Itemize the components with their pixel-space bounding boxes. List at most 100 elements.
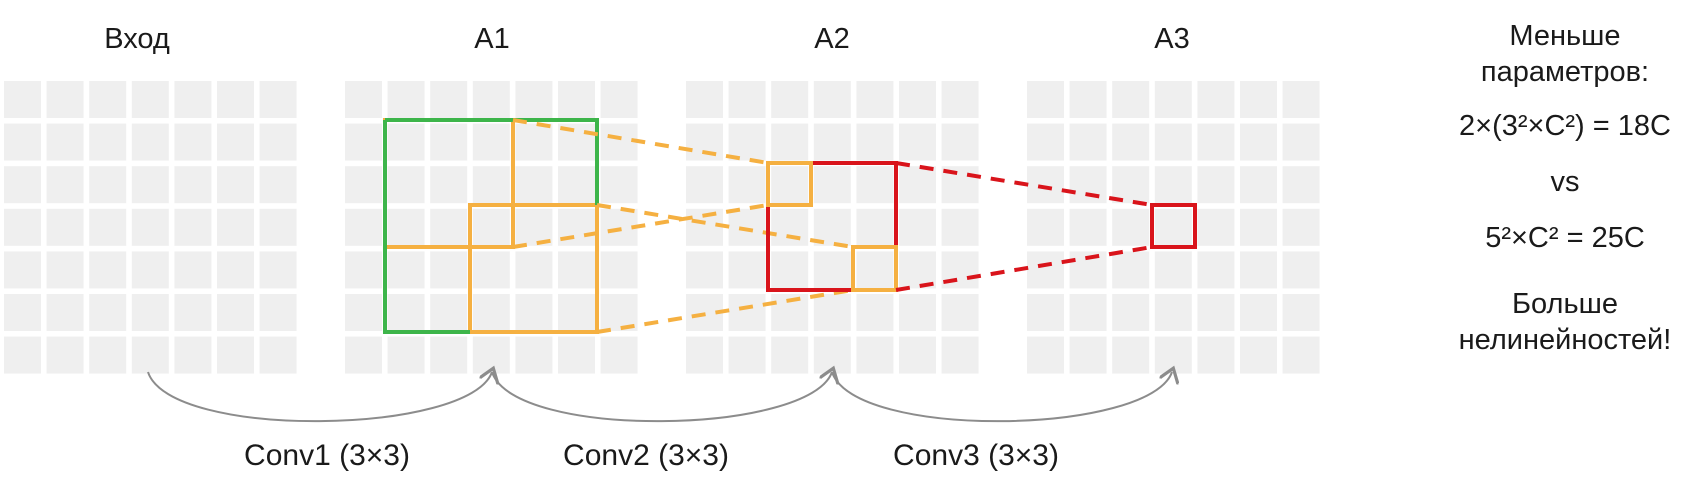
grid-cell	[1112, 123, 1150, 161]
grid-cell	[1112, 251, 1150, 289]
params-title-line2: параметров:	[1480, 56, 1650, 88]
grid-cell	[515, 294, 553, 331]
a2-orange-top-unit	[766, 161, 813, 207]
grid-cell	[1154, 251, 1192, 289]
grid-cell	[1112, 81, 1150, 118]
grid-cell	[1240, 251, 1277, 289]
grid-cell	[1240, 294, 1277, 331]
projection-a2-a3-top	[895, 161, 1153, 207]
grid-cell	[4, 81, 41, 118]
grid-cell	[728, 294, 766, 331]
grid-cell	[1154, 294, 1192, 331]
grid-cell	[46, 123, 84, 161]
grid-cell	[1197, 336, 1235, 374]
grid-cell	[899, 294, 936, 331]
grid-cell	[174, 123, 212, 161]
grid-cell	[89, 166, 127, 204]
conv3-arrow	[831, 372, 1172, 423]
grid-cell	[558, 336, 595, 374]
benefit-line2: нелинейностей!	[1458, 324, 1672, 356]
grid-cell	[430, 251, 468, 289]
conv3-label: Conv3 (3×3)	[893, 439, 1059, 472]
grid-cell	[1027, 166, 1064, 204]
grid-cell	[515, 251, 553, 289]
a2-red-3x3-field	[766, 161, 898, 292]
grid-cell	[1282, 294, 1320, 331]
a3-red-unit	[1150, 203, 1197, 249]
grid-cell	[1069, 208, 1107, 246]
grid-cell	[259, 251, 297, 289]
grid-cell	[941, 81, 979, 118]
grid-cell	[217, 166, 254, 204]
grid-cell	[46, 294, 84, 331]
grid-cell	[686, 81, 723, 118]
grid-cell	[345, 166, 382, 204]
grid-cell	[1240, 166, 1277, 204]
grid-cell	[813, 166, 851, 204]
grid-cell	[89, 123, 127, 161]
grid-cell	[259, 81, 297, 118]
grid-cell	[771, 208, 809, 246]
projection-a1-a2-bottom-1	[596, 203, 854, 249]
grid-cell	[259, 294, 297, 331]
projection-a2-a3-bottom	[895, 245, 1153, 292]
grid-cell	[899, 81, 936, 118]
grid-cell	[345, 123, 382, 161]
params-title-line1: Меньше	[1509, 20, 1621, 52]
grid-cell	[558, 166, 595, 204]
grid-cell	[515, 81, 553, 118]
grid-cell	[472, 336, 510, 374]
grid-cell	[387, 81, 425, 118]
grid-cell	[430, 166, 468, 204]
grid-cell	[1197, 123, 1235, 161]
conv2-label: Conv2 (3×3)	[563, 439, 729, 472]
grid-cell	[856, 81, 894, 118]
grid-cell	[46, 81, 84, 118]
grid-cell	[1027, 251, 1064, 289]
grid-cell	[899, 166, 936, 204]
grid-cell	[1197, 208, 1235, 246]
grid-cell	[472, 81, 510, 118]
grid-cell	[430, 81, 468, 118]
grid-cell	[1027, 81, 1064, 118]
grid-cell	[856, 123, 894, 161]
grid-cell	[1240, 208, 1277, 246]
grid-cell	[259, 208, 297, 246]
grid-cell	[217, 294, 254, 331]
grid-cell	[472, 166, 510, 204]
grid-cell	[89, 294, 127, 331]
grid-cell	[1282, 166, 1320, 204]
grid-a3	[1027, 81, 1320, 374]
grid-cell	[728, 81, 766, 118]
a1-orange-bottom-field	[468, 203, 599, 334]
grid-cell	[472, 294, 510, 331]
grid-cell	[856, 166, 894, 204]
a2-orange-bottom-unit	[851, 245, 898, 292]
grid-cell	[387, 294, 425, 331]
grid-cell	[558, 251, 595, 289]
grid-cell	[686, 166, 723, 204]
grid-cell	[46, 208, 84, 246]
grid-cell	[430, 336, 468, 374]
conv1-arrow	[147, 372, 492, 423]
grid-cell	[387, 123, 425, 161]
grid-cell	[558, 81, 595, 118]
grid-input	[4, 81, 297, 374]
grid-cell	[1282, 123, 1320, 161]
grid-cell	[515, 166, 553, 204]
grid-cell	[899, 251, 936, 289]
grid-cell	[771, 123, 809, 161]
grid-cell	[217, 123, 254, 161]
grid-cell	[345, 81, 382, 118]
grid-cell	[728, 166, 766, 204]
grid-cell	[387, 336, 425, 374]
grid-cell	[728, 123, 766, 161]
grid-cell	[430, 294, 468, 331]
projection-a1-a2-top-1	[512, 118, 769, 165]
grid-cell	[259, 123, 297, 161]
grid-cell	[1112, 166, 1150, 204]
grid-cell	[259, 336, 297, 374]
grid-cell	[515, 336, 553, 374]
grid-cell	[1069, 81, 1107, 118]
